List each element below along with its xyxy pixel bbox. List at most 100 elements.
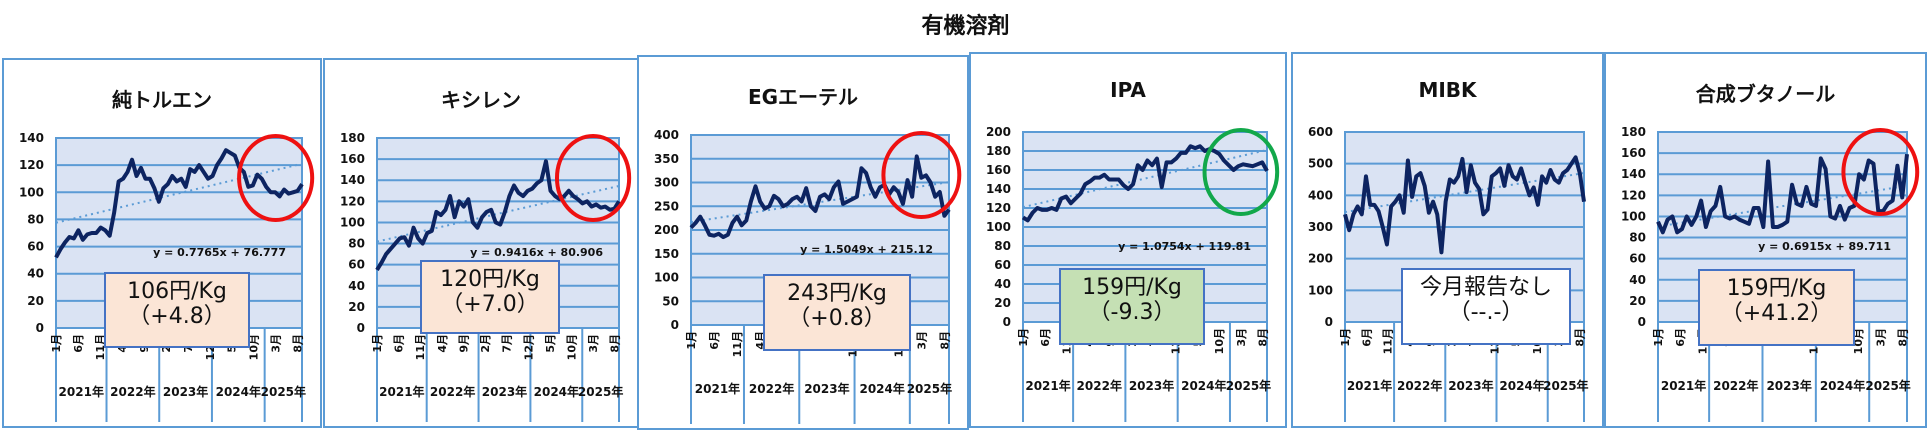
y-tick-label: 300 <box>654 176 679 190</box>
month-tick-label: 3月 <box>1235 328 1248 347</box>
chart-panel: MIBK01002003004005006001月6月11月4月9月2月7月12… <box>1291 52 1604 428</box>
year-label: 2023年 <box>804 381 849 396</box>
line-chart: 0204060801001201401601802001月6月11月4月9月2月… <box>971 54 1289 430</box>
y-tick-label: 180 <box>340 131 365 145</box>
y-tick-label: 150 <box>654 247 679 261</box>
month-tick-label: 3月 <box>587 334 600 353</box>
price-change: （+0.8） <box>765 306 909 331</box>
month-tick-label: 3月 <box>915 331 928 350</box>
price-value: 159円/Kg <box>1061 275 1203 300</box>
price-callout: 今月報告なし（--.-） <box>1401 268 1571 345</box>
month-tick-label: 8月 <box>1257 328 1270 347</box>
y-tick-label: 20 <box>27 294 44 308</box>
y-tick-label: 200 <box>986 125 1011 139</box>
year-label: 2024年 <box>1181 378 1226 393</box>
year-label: 2021年 <box>1025 378 1070 393</box>
year-label: 2024年 <box>1499 378 1544 393</box>
month-tick-label: 1月 <box>685 331 698 350</box>
y-tick-label: 0 <box>36 321 44 335</box>
month-tick-label: 3月 <box>270 334 283 353</box>
year-label: 2024年 <box>534 384 579 399</box>
y-tick-label: 80 <box>1629 231 1646 245</box>
y-tick-label: 140 <box>1621 167 1646 181</box>
y-tick-label: 400 <box>1308 188 1333 202</box>
y-tick-label: 40 <box>27 267 44 281</box>
y-tick-label: 120 <box>340 194 365 208</box>
y-tick-label: 0 <box>671 318 679 332</box>
trendline-equation: y = 0.9416x + 80.906 <box>470 246 603 259</box>
price-value: 159円/Kg <box>1700 276 1853 301</box>
month-tick-label: 8月 <box>292 334 305 353</box>
year-label: 2022年 <box>749 381 794 396</box>
month-tick-label: 1月 <box>1339 328 1352 347</box>
price-change: （+41.2） <box>1700 301 1853 326</box>
y-tick-label: 60 <box>348 258 365 272</box>
price-callout: 243円/Kg（+0.8） <box>763 274 911 351</box>
y-tick-label: 600 <box>1308 125 1333 139</box>
month-tick-label: 10月 <box>565 334 578 360</box>
month-tick-label: 6月 <box>1039 328 1052 347</box>
month-tick-label: 9月 <box>457 334 470 353</box>
y-tick-label: 200 <box>654 223 679 237</box>
line-chart: 0204060801001201401601801月6月11月4月9月2月7月1… <box>1606 54 1929 430</box>
y-tick-label: 80 <box>27 212 44 226</box>
y-tick-label: 300 <box>1308 220 1333 234</box>
price-change: （--.-） <box>1403 300 1569 325</box>
year-label: 2021年 <box>379 384 424 399</box>
month-tick-label: 10月 <box>1213 328 1226 354</box>
price-value: 106円/Kg <box>106 279 248 304</box>
year-label: 2024年 <box>216 384 261 399</box>
trendline-equation: y = 0.6915x + 89.711 <box>1758 240 1891 253</box>
y-tick-label: 60 <box>1629 252 1646 266</box>
y-tick-label: 20 <box>994 296 1011 310</box>
year-label: 2023年 <box>1766 378 1811 393</box>
line-chart: 0501001502002503003504001月6月11月4月9月2月7月1… <box>639 57 971 432</box>
chart-panel: EGエーテル0501001502002503003504001月6月11月4月9… <box>637 55 969 430</box>
y-tick-label: 140 <box>19 131 44 145</box>
month-tick-label: 8月 <box>938 331 951 350</box>
y-tick-label: 350 <box>654 152 679 166</box>
month-tick-label: 7月 <box>501 334 514 353</box>
month-tick-label: 8月 <box>609 334 622 353</box>
month-tick-label: 8月 <box>1574 328 1587 347</box>
year-label: 2023年 <box>482 384 527 399</box>
price-value: 今月報告なし <box>1403 275 1569 300</box>
price-value: 243円/Kg <box>765 281 909 306</box>
year-label: 2021年 <box>695 381 740 396</box>
y-tick-label: 500 <box>1308 157 1333 171</box>
y-tick-label: 100 <box>340 215 365 229</box>
trendline-equation: y = 0.7765x + 76.777 <box>153 246 286 259</box>
year-label: 2022年 <box>1713 378 1758 393</box>
y-tick-label: 160 <box>1621 146 1646 160</box>
chart-panel: 合成ブタノール0204060801001201401601801月6月11月4月… <box>1604 52 1927 428</box>
y-tick-label: 180 <box>986 144 1011 158</box>
price-callout: 106円/Kg（+4.8） <box>104 272 250 348</box>
y-tick-label: 0 <box>1003 315 1011 329</box>
y-tick-label: 80 <box>348 237 365 251</box>
y-tick-label: 0 <box>1325 315 1333 329</box>
price-change: （-9.3） <box>1061 300 1203 325</box>
y-tick-label: 80 <box>994 239 1011 253</box>
month-tick-label: 1月 <box>1652 328 1665 347</box>
y-tick-label: 180 <box>1621 125 1646 139</box>
y-tick-label: 100 <box>1621 209 1646 223</box>
price-callout: 120円/Kg（+7.0） <box>420 260 560 334</box>
year-label: 2025年 <box>1543 378 1588 393</box>
year-label: 2023年 <box>1448 378 1493 393</box>
month-tick-label: 11月 <box>414 334 427 360</box>
y-tick-label: 120 <box>1621 188 1646 202</box>
year-label: 2025年 <box>1226 378 1271 393</box>
y-tick-label: 50 <box>662 294 679 308</box>
month-tick-label: 2月 <box>479 334 492 353</box>
price-change: （+7.0） <box>422 292 558 317</box>
y-tick-label: 40 <box>348 279 365 293</box>
month-tick-label: 6月 <box>72 334 85 353</box>
month-tick-label: 8月 <box>1897 328 1910 347</box>
year-label: 2021年 <box>59 384 104 399</box>
month-tick-label: 6月 <box>393 334 406 353</box>
month-tick-label: 4月 <box>436 334 449 353</box>
y-tick-label: 0 <box>357 321 365 335</box>
price-value: 120円/Kg <box>422 267 558 292</box>
month-tick-label: 1月 <box>1017 328 1030 347</box>
